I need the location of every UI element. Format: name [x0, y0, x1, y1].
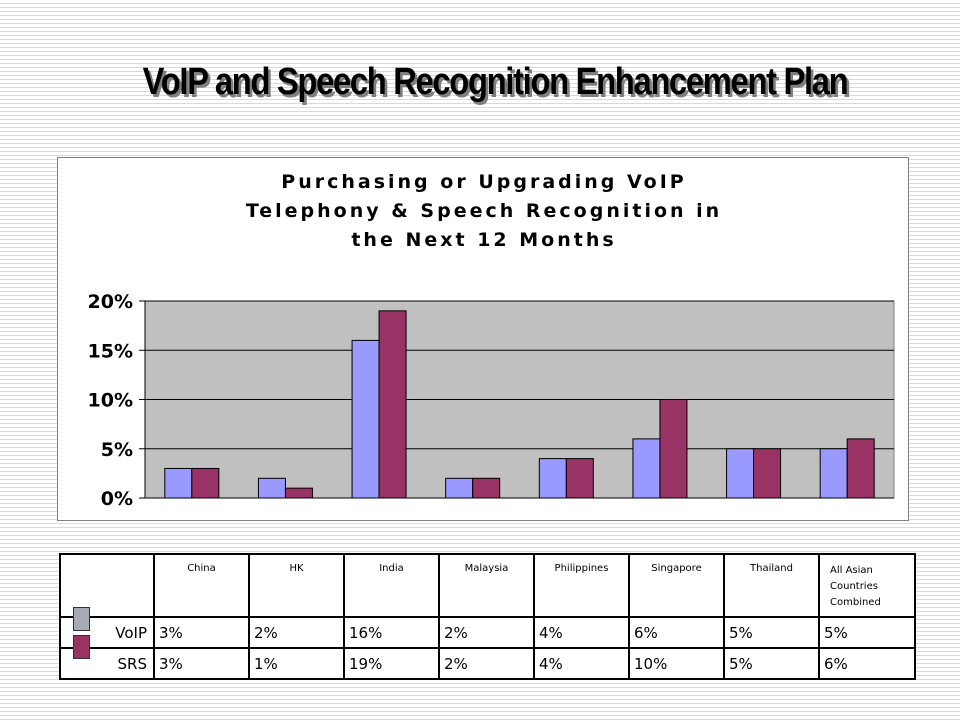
bar-srs — [191, 467, 220, 499]
bar-srs — [846, 438, 875, 499]
y-tick-label: 15% — [88, 340, 133, 362]
header-label-line: Countries — [830, 581, 878, 592]
header-label: Philippines — [554, 563, 609, 574]
bar-srs — [753, 448, 782, 499]
header-thailand: Thailand — [723, 553, 820, 618]
y-tick-label: 10% — [88, 390, 133, 412]
header-label: India — [379, 563, 404, 574]
bar-voip — [632, 438, 661, 499]
header-china: China — [153, 553, 250, 618]
series-label: VoIP — [115, 623, 147, 642]
table-row-srs: SRS 3% 1% 19% 2% 4% 10% 5% 6% — [59, 635, 916, 680]
table-cell: 19% — [343, 647, 440, 680]
voip-legend-swatch — [73, 607, 90, 631]
table-cell: 2% — [438, 616, 535, 649]
header-malaysia: Malaysia — [438, 553, 535, 618]
bar-srs — [472, 477, 501, 499]
header-label: HK — [289, 563, 304, 574]
header-hk: HK — [248, 553, 345, 618]
bar-voip — [538, 458, 567, 499]
bar-voip — [351, 339, 380, 499]
header-all-asian-combined: All Asian Countries Combined — [818, 553, 916, 618]
header-label: China — [187, 563, 216, 574]
bar-srs — [659, 399, 688, 499]
table-cell: 5% — [818, 616, 916, 649]
bar-chart: Purchasing or Upgrading VoIP Telephony & … — [88, 171, 895, 510]
header-label: Malaysia — [464, 563, 509, 574]
header-philippines: Philippines — [533, 553, 630, 618]
chart-title-line: the Next 12 Months — [351, 229, 616, 251]
bar-srs — [378, 310, 407, 499]
y-tick-label: 5% — [101, 439, 133, 461]
bar-voip — [164, 467, 193, 499]
header-singapore: Singapore — [628, 553, 725, 618]
table-header-row: China HK India Malaysia Philippines Sing… — [59, 553, 916, 618]
header-india: India — [343, 553, 440, 618]
table-cell: 5% — [723, 647, 820, 680]
bar-voip — [726, 448, 755, 499]
table-cell: 3% — [153, 616, 250, 649]
table-cell: 4% — [533, 616, 630, 649]
srs-legend-swatch — [73, 635, 90, 659]
data-table: China HK India Malaysia Philippines Sing… — [59, 553, 916, 680]
chart-title-line: Purchasing or Upgrading VoIP — [281, 171, 686, 193]
bar-srs — [284, 487, 313, 499]
header-label: Thailand — [750, 563, 793, 574]
bar-voip — [819, 448, 848, 499]
chart-area: Purchasing or Upgrading VoIP Telephony & … — [57, 157, 909, 521]
table-cell: 3% — [153, 647, 250, 680]
bar-voip — [445, 477, 474, 499]
table-cell: 10% — [628, 647, 725, 680]
bar-voip — [257, 477, 286, 499]
series-label: SRS — [117, 654, 147, 673]
table-row-voip: VoIP 3% 2% 16% 2% 4% 6% 5% 5% — [59, 607, 916, 649]
table-cell: 5% — [723, 616, 820, 649]
table-cell: 4% — [533, 647, 630, 680]
bar-srs — [565, 458, 594, 499]
table-cell: 6% — [628, 616, 725, 649]
series-label-cell: SRS — [59, 635, 155, 680]
y-tick-label: 0% — [101, 488, 133, 510]
table-cell: 6% — [818, 647, 916, 680]
table-cell: 2% — [438, 647, 535, 680]
header-label-line: All Asian — [830, 565, 873, 576]
chart-title-line: Telephony & Speech Recognition in — [246, 200, 722, 222]
table-cell: 2% — [248, 616, 345, 649]
table-cell: 16% — [343, 616, 440, 649]
y-tick-label: 20% — [88, 291, 133, 313]
table-cell: 1% — [248, 647, 345, 680]
header-label-line: Combined — [830, 597, 881, 608]
slide-title: VoIP and Speech Recognition Enhancement … — [142, 61, 849, 103]
header-label: Singapore — [651, 563, 702, 574]
